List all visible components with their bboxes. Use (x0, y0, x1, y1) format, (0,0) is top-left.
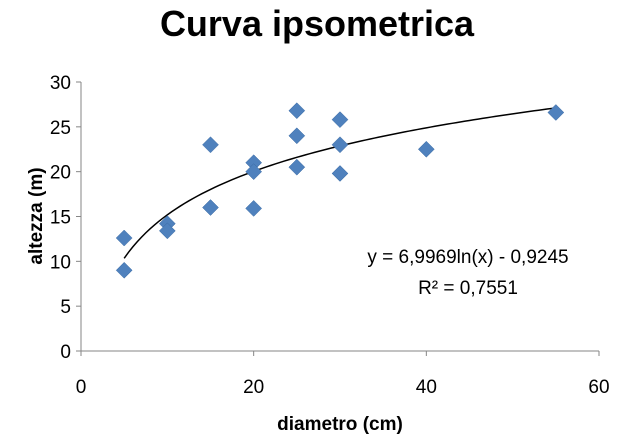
x-tick-label: 0 (76, 377, 87, 398)
y-axis-label: altezza (m) (26, 167, 47, 264)
trendline (123, 107, 556, 259)
y-tick-label: 0 (60, 342, 71, 363)
x-axis-label: diametro (cm) (277, 414, 403, 435)
data-point (115, 261, 133, 279)
data-point (288, 127, 306, 145)
data-point (158, 222, 176, 240)
data-point (288, 102, 306, 120)
trendline-equation: y = 6,9969ln(x) - 0,9245 (367, 247, 568, 268)
y-tick-label: 5 (60, 297, 71, 318)
y-tick-label: 30 (50, 73, 71, 94)
y-tick-label: 15 (50, 208, 71, 229)
data-point (331, 136, 349, 154)
data-point (115, 229, 133, 247)
data-point (331, 165, 349, 182)
x-tick-label: 20 (243, 377, 264, 398)
data-point (202, 199, 219, 216)
x-tick-label: 60 (588, 377, 609, 398)
x-tick-label: 40 (416, 377, 437, 398)
data-point (417, 140, 435, 158)
data-point (202, 136, 219, 154)
y-tick-label: 20 (50, 163, 71, 184)
data-point (547, 104, 565, 121)
x-axis-ticks: 0 20 40 60 (76, 351, 610, 398)
data-point (331, 111, 349, 129)
r-squared-label: R² = 0,7551 (418, 278, 518, 299)
chart-title: Curva ipsometrica (160, 3, 475, 44)
y-tick-label: 10 (50, 252, 71, 273)
data-point (245, 200, 263, 217)
data-point (245, 163, 263, 181)
data-point (288, 158, 306, 176)
y-axis-ticks: 0 5 10 15 20 25 30 (50, 73, 81, 363)
data-points (115, 102, 565, 279)
y-tick-label: 25 (50, 118, 71, 139)
